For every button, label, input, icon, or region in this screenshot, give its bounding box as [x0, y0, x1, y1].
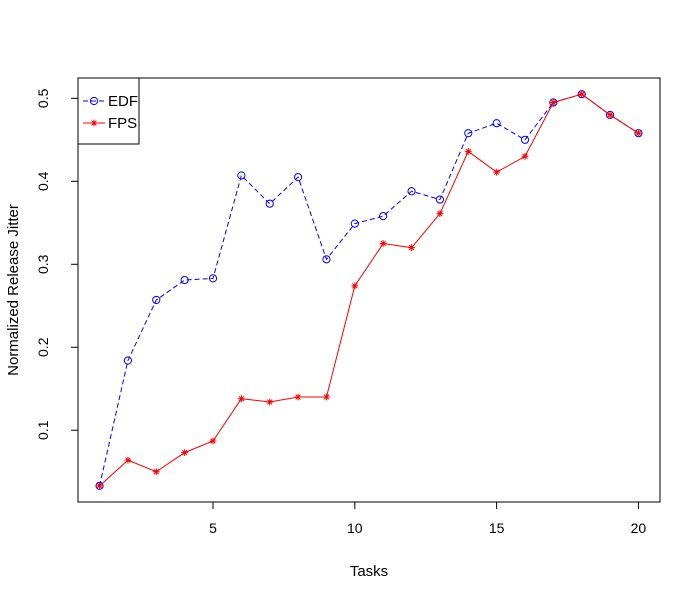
legend-marker-edf [89, 96, 99, 106]
data-point-edf [123, 356, 133, 365]
x-axis-label: Tasks [350, 563, 388, 580]
data-point-edf [577, 90, 586, 99]
y-tick-label: 0.3 [35, 254, 51, 274]
data-point-edf [634, 129, 643, 138]
data-point-edf [492, 119, 501, 128]
data-point-fps [379, 240, 387, 247]
legend-label-edf: EDF [108, 93, 138, 110]
data-point-fps [266, 398, 274, 406]
legend: EDF FPS [77, 77, 140, 145]
legend-marker-fps [90, 119, 98, 127]
data-point-edf [293, 173, 303, 182]
data-point-edf [208, 274, 218, 283]
x-tick-label: 20 [631, 520, 647, 536]
data-point-edf [605, 110, 615, 120]
data-point-fps [152, 468, 160, 476]
data-point-fps [209, 437, 217, 445]
data-point-edf [322, 255, 331, 264]
series-line-edf [99, 93, 639, 486]
y-tick-label: 0.2 [35, 337, 51, 357]
series-line-fps [99, 93, 639, 487]
data-point-fps [323, 393, 330, 401]
y-tick-label: 0.1 [35, 420, 51, 440]
y-axis: 0.1 0.2 0.3 0.4 0.5 [35, 88, 79, 440]
data-point-edf [520, 135, 530, 144]
legend-box [77, 77, 140, 145]
data-point-fps [237, 395, 245, 403]
data-point-edf [379, 212, 388, 221]
data-point-fps [124, 456, 132, 464]
data-point-fps [351, 282, 359, 290]
data-point-fps [464, 148, 472, 155]
data-point-fps [436, 210, 444, 218]
data-point-edf [549, 98, 558, 107]
x-tick-label: 15 [489, 520, 505, 536]
data-point-edf [435, 195, 445, 204]
data-point-fps [549, 99, 557, 106]
y-axis-label: Normalized Release Jitter [5, 204, 22, 376]
data-point-edf [152, 295, 161, 305]
data-point-edf [265, 199, 274, 208]
x-tick-label: 10 [347, 520, 363, 536]
data-point-fps [493, 168, 501, 176]
data-point-edf [180, 275, 189, 285]
data-point-fps [294, 393, 302, 401]
data-point-edf [350, 219, 359, 228]
y-tick-label: 0.4 [35, 171, 51, 191]
data-point-edf [407, 187, 416, 196]
data-point-fps [96, 482, 103, 490]
data-point-fps [606, 111, 614, 119]
plot-frame [77, 77, 661, 503]
legend-label-fps: FPS [108, 115, 137, 132]
x-axis: 5 10 15 20 [209, 501, 647, 536]
series-layer [95, 90, 643, 490]
y-tick-label: 0.5 [35, 88, 51, 108]
x-tick-label: 5 [209, 520, 217, 536]
series-edf [95, 90, 643, 490]
data-point-edf [464, 129, 473, 138]
series-fps [96, 90, 642, 490]
data-point-edf [95, 481, 104, 490]
data-point-fps [408, 244, 415, 252]
data-point-fps [635, 129, 642, 137]
data-point-edf [237, 171, 246, 180]
data-point-fps [181, 449, 189, 457]
data-point-fps [521, 153, 529, 160]
data-point-fps [578, 90, 586, 98]
